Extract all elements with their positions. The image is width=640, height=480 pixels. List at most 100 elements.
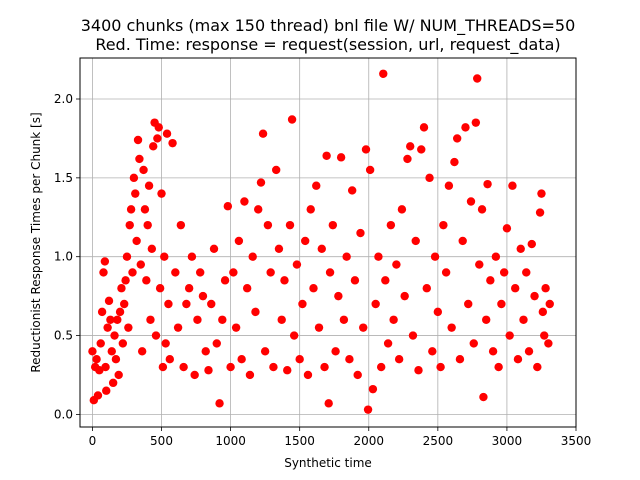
- y-tick-label: 1.5: [54, 171, 73, 185]
- data-point: [477, 205, 487, 214]
- data-point: [258, 129, 268, 138]
- y-tick-label: 1.0: [54, 250, 73, 264]
- data-point: [505, 331, 514, 340]
- data-point: [513, 354, 523, 364]
- data-point: [361, 145, 371, 154]
- x-tick-label: 1500: [284, 434, 315, 448]
- data-point: [408, 331, 418, 340]
- data-point: [411, 236, 420, 246]
- data-point: [269, 362, 278, 372]
- data-point: [455, 354, 465, 364]
- data-point: [147, 244, 157, 254]
- data-point: [142, 276, 151, 285]
- data-point: [110, 331, 119, 340]
- data-point: [376, 362, 386, 372]
- data-point: [198, 291, 208, 301]
- data-point: [298, 299, 307, 309]
- data-point: [325, 268, 335, 277]
- data-point: [389, 315, 398, 324]
- data-point: [469, 339, 478, 348]
- data-point: [425, 173, 434, 183]
- data-point: [157, 189, 166, 198]
- data-point: [101, 362, 110, 372]
- data-point: [154, 123, 163, 132]
- data-point: [218, 315, 227, 324]
- data-point: [118, 339, 128, 348]
- data-point: [430, 252, 440, 261]
- data-point: [171, 268, 180, 277]
- axis-ticks: 0 500 1000 1500 2000 2500 3000 3500 0.0 0.5 1.0 1.5…: [54, 92, 591, 448]
- data-point: [322, 151, 331, 160]
- data-point: [122, 252, 132, 261]
- y-tick-label: 0.0: [54, 407, 73, 421]
- data-point: [458, 236, 467, 246]
- data-point: [190, 370, 199, 380]
- data-point: [292, 260, 302, 269]
- data-point: [115, 307, 125, 317]
- data-point: [386, 220, 396, 230]
- data-point: [342, 252, 351, 261]
- data-point: [215, 399, 224, 408]
- data-point: [107, 347, 116, 356]
- data-point: [394, 354, 404, 364]
- data-point: [481, 315, 491, 324]
- data-point: [439, 220, 448, 230]
- data-point: [242, 284, 252, 293]
- data-point: [164, 299, 173, 309]
- chart-title: 3400 chunks (max 150 thread) bnl file W/…: [81, 16, 576, 36]
- data-point: [486, 276, 495, 285]
- data-point: [132, 236, 141, 246]
- data-point: [248, 252, 257, 261]
- data-point: [461, 123, 470, 132]
- data-point: [149, 142, 158, 151]
- data-point: [483, 179, 492, 189]
- data-point: [309, 284, 318, 293]
- data-point: [103, 323, 112, 332]
- data-point: [92, 354, 101, 364]
- data-point: [266, 268, 275, 277]
- data-point: [359, 323, 368, 332]
- data-point: [155, 284, 165, 293]
- data-point: [471, 118, 481, 127]
- data-point: [538, 307, 548, 317]
- data-point: [403, 154, 412, 164]
- data-point: [126, 205, 136, 214]
- data-point: [237, 354, 246, 364]
- y-axis-label: Reductionist Response Times per Chunk [s…: [29, 112, 43, 372]
- data-point: [285, 220, 295, 230]
- data-point: [196, 268, 205, 277]
- data-point: [93, 391, 103, 400]
- data-point: [353, 370, 362, 380]
- data-point: [140, 205, 150, 214]
- data-point: [135, 154, 144, 164]
- data-point: [540, 331, 549, 340]
- data-point: [392, 260, 401, 269]
- data-point: [331, 347, 340, 356]
- data-point: [475, 260, 484, 269]
- data-point: [223, 202, 233, 211]
- data-point: [193, 315, 202, 324]
- x-tick-label: 3000: [492, 434, 523, 448]
- data-point: [350, 276, 360, 285]
- data-point: [144, 181, 154, 190]
- data-point: [121, 276, 130, 285]
- y-tick-label: 0.5: [54, 329, 73, 343]
- data-point: [524, 347, 534, 356]
- data-point: [464, 299, 473, 309]
- data-point: [263, 220, 273, 230]
- data-point: [336, 153, 346, 162]
- data-point: [320, 362, 329, 372]
- data-point: [347, 186, 357, 195]
- data-point: [106, 315, 115, 324]
- data-point: [100, 257, 110, 266]
- data-point: [544, 339, 553, 348]
- data-point: [289, 331, 299, 340]
- data-point: [450, 157, 459, 167]
- data-point: [419, 123, 429, 132]
- data-point: [113, 315, 122, 324]
- data-point: [173, 323, 183, 332]
- data-point: [260, 347, 270, 356]
- data-point: [220, 276, 230, 285]
- data-point: [499, 268, 509, 277]
